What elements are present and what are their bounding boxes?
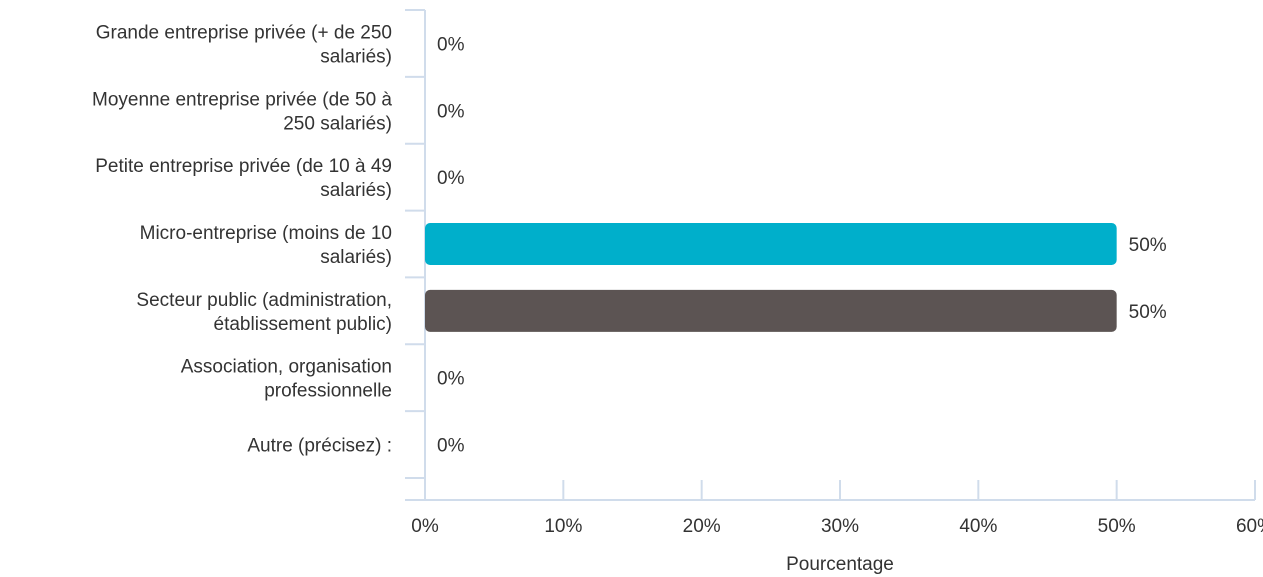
chart-bars bbox=[425, 223, 1117, 332]
category-label: Micro-entreprise (moins de 10 salariés) bbox=[140, 223, 392, 268]
value-labels: 0% 0% 0% 50% 50% 0% 0% bbox=[437, 34, 1167, 456]
category-label-line: Association, organisation bbox=[181, 357, 392, 378]
x-tick-label: 60% bbox=[1236, 516, 1263, 537]
bar bbox=[425, 223, 1117, 265]
x-tick-label: 30% bbox=[821, 516, 859, 537]
category-label-line: salariés) bbox=[320, 180, 392, 201]
bar-value-label: 0% bbox=[437, 34, 465, 55]
category-label-line: Micro-entreprise (moins de 10 bbox=[140, 223, 392, 244]
x-tick-label: 0% bbox=[411, 516, 439, 537]
category-label-line: Moyenne entreprise privée (de 50 à bbox=[92, 89, 392, 110]
category-label: Autre (précisez) : bbox=[247, 436, 392, 457]
category-label-line: professionnelle bbox=[264, 381, 392, 402]
category-label-line: établissement public) bbox=[214, 314, 392, 335]
category-label: Secteur public (administration, établisse… bbox=[136, 290, 392, 335]
bar-value-label: 0% bbox=[437, 168, 465, 189]
category-label-line: Autre (précisez) : bbox=[247, 436, 392, 457]
bar-value-label: 0% bbox=[437, 101, 465, 122]
category-label: Association, organisation professionnelle bbox=[181, 357, 392, 402]
bar bbox=[425, 289, 1117, 332]
bar-value-label: 0% bbox=[437, 369, 465, 390]
category-labels: Grande entreprise privée (+ de 250 salari… bbox=[92, 22, 392, 456]
x-tick-label: 20% bbox=[683, 516, 721, 537]
category-label: Petite entreprise privée (de 10 à 49 sala… bbox=[95, 156, 392, 201]
chart-axes bbox=[405, 9, 1256, 501]
category-label-line: Grande entreprise privée (+ de 250 bbox=[96, 22, 392, 43]
category-label: Moyenne entreprise privée (de 50 à 250 sa… bbox=[92, 89, 392, 134]
category-label-line: salariés) bbox=[320, 46, 392, 67]
bar-value-label: 50% bbox=[1129, 235, 1167, 256]
x-tick-label: 40% bbox=[959, 516, 997, 537]
category-label-line: 250 salariés) bbox=[283, 113, 392, 134]
category-label-line: Petite entreprise privée (de 10 à 49 bbox=[95, 156, 392, 177]
x-axis-title: Pourcentage bbox=[786, 554, 894, 575]
bar-value-label: 0% bbox=[437, 436, 465, 457]
bar-value-label: 50% bbox=[1129, 302, 1167, 323]
x-tick-label: 50% bbox=[1098, 516, 1136, 537]
category-label-line: salariés) bbox=[320, 247, 392, 268]
x-tick-labels: 0% 10% 20% 30% 40% 50% 60% bbox=[411, 516, 1263, 537]
category-label-line: Secteur public (administration, bbox=[136, 290, 392, 311]
category-label: Grande entreprise privée (+ de 250 salari… bbox=[96, 22, 392, 67]
x-tick-label: 10% bbox=[544, 516, 582, 537]
